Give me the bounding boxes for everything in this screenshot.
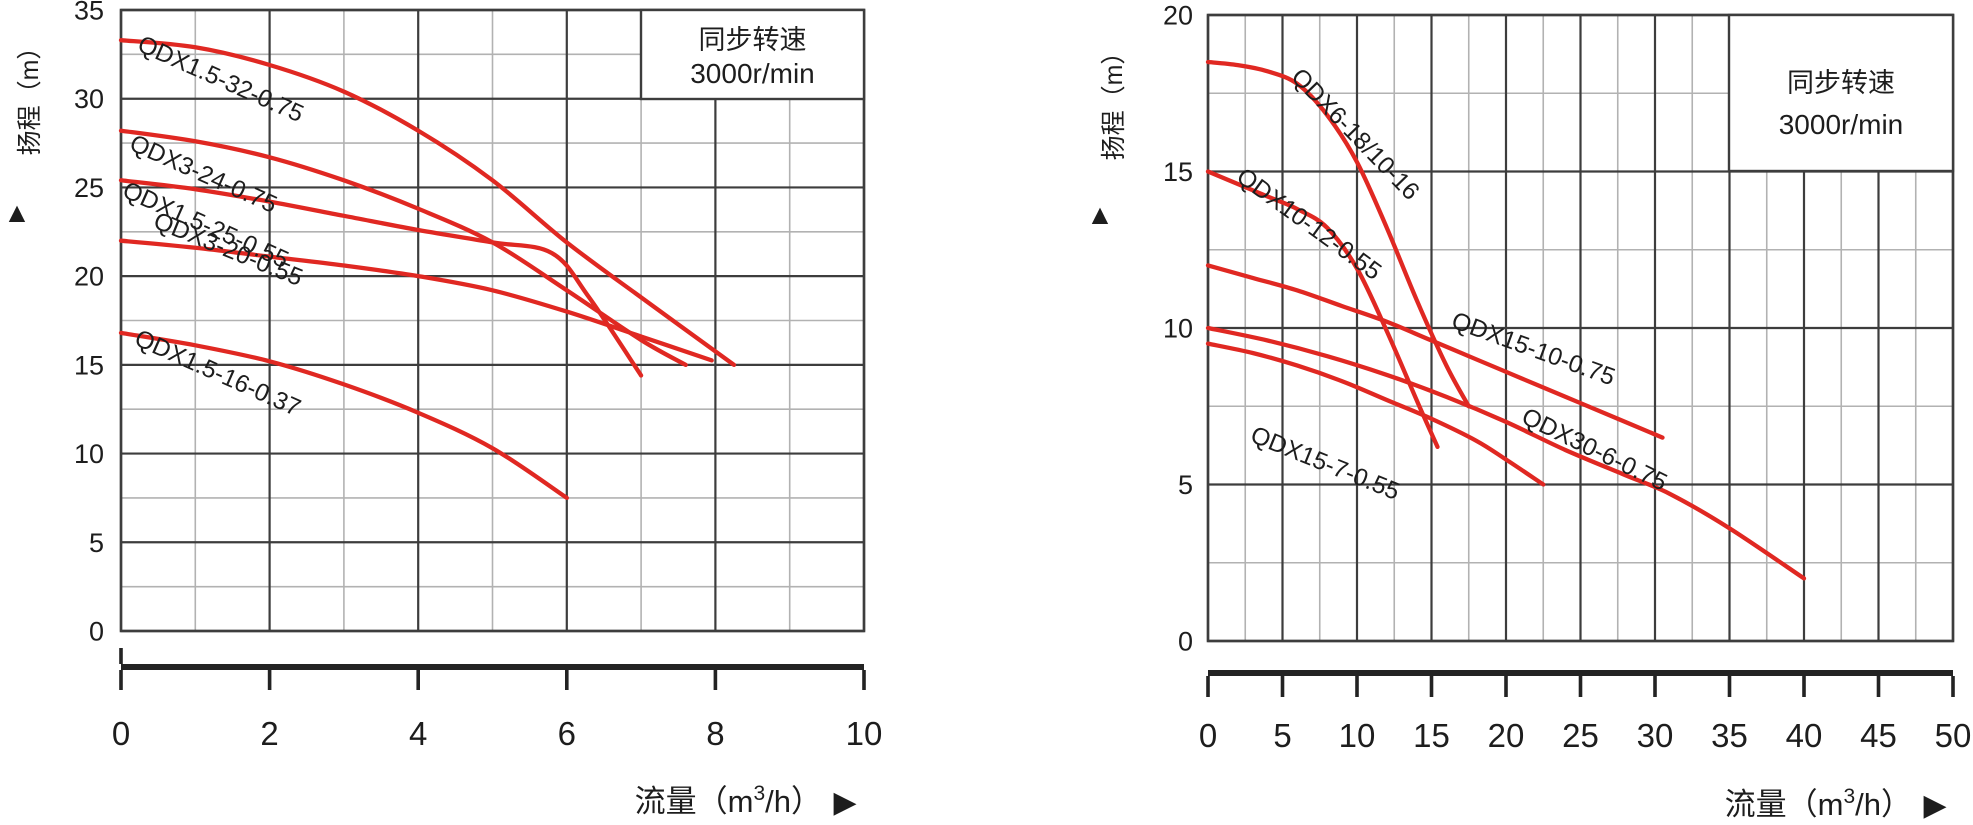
x-tick-label: 30 [1637, 717, 1674, 754]
curve-QDX1.5-25-0.55 [118, 178, 644, 378]
x-tick-label: 10 [1339, 717, 1376, 754]
x-tick [1429, 676, 1434, 697]
curve-QDX15-7-0.55 [1205, 341, 1546, 487]
minor-gridlines [121, 10, 864, 631]
x-tick [565, 670, 569, 690]
x-tick [1280, 676, 1285, 697]
x-axis-arrow-icon: ▶ [833, 786, 856, 819]
y-tick-label: 15 [1163, 157, 1193, 187]
x-tick-label: 0 [112, 715, 130, 752]
x-tick-label: 2 [260, 715, 278, 752]
plot-border [119, 8, 866, 633]
y-tick-label: 25 [74, 173, 104, 203]
speed-box-line2: 3000r/min [690, 58, 815, 89]
x-tick [1951, 676, 1955, 697]
x-tick-label: 25 [1562, 717, 1599, 754]
speed-box-line2: 3000r/min [1779, 109, 1904, 140]
x-axis: 0 5 10 15 20 25 30 35 40 45 50 [1199, 670, 1972, 754]
x-axis-title: 流量（m3/h） [1725, 785, 1912, 822]
x-tick-label: 10 [846, 715, 883, 752]
curve-label-QDX15-7-0.55: QDX15-7-0.55 [1247, 422, 1404, 506]
y-tick-label: 5 [89, 528, 104, 558]
x-tick [1206, 676, 1210, 697]
y-axis: 0 5 10 15 20 25 30 35 [74, 0, 104, 647]
y-tick-label: 35 [74, 0, 104, 26]
x-axis-arrow-icon: ▶ [1923, 789, 1946, 822]
x-tick-label: 6 [558, 715, 576, 752]
curve-QDX3-24-0.75 [118, 128, 688, 368]
y-tick-label: 10 [74, 439, 104, 469]
x-tick [267, 670, 272, 690]
y-tick-label: 5 [1178, 470, 1193, 500]
y-tick-label: 0 [89, 617, 104, 647]
y-tick-label: 20 [74, 262, 104, 292]
y-axis: 0 5 10 15 20 [1163, 1, 1193, 657]
y-axis-title: 扬程（m） [1100, 40, 1128, 161]
x-tick [713, 670, 718, 690]
x-tick-label: 20 [1488, 717, 1525, 754]
x-tick [1802, 676, 1806, 697]
y-axis-arrow-icon: ▲ [3, 197, 31, 228]
speed-box-line1: 同步转速 [1787, 68, 1895, 98]
x-tick-label: 15 [1413, 717, 1450, 754]
x-tick-label: 35 [1711, 717, 1748, 754]
y-tick-label: 30 [74, 84, 104, 114]
x-tick-label: 4 [409, 715, 427, 752]
curve-QDX15-10-0.75 [1205, 263, 1665, 440]
x-tick-label: 8 [706, 715, 724, 752]
pump-curves [118, 38, 737, 501]
y-tick-label: 10 [1163, 314, 1193, 344]
y-tick-label: 0 [1178, 627, 1193, 657]
x-axis-title: 流量（m3/h） [635, 782, 822, 819]
curve-QDX1.5-16-0.37 [118, 330, 569, 501]
x-tick [862, 670, 866, 690]
x-tick-label: 45 [1860, 717, 1897, 754]
x-tick [1355, 676, 1359, 697]
y-axis-title: 扬程（m） [16, 35, 44, 156]
x-axis: 0 2 4 6 8 10 [112, 648, 883, 752]
pump-curves [1205, 59, 1807, 581]
curve-QDX3-20-0.55 [118, 238, 714, 363]
y-tick-label: 15 [74, 350, 104, 380]
curve-QDX6-18/10-16 [1205, 59, 1471, 409]
x-tick [1653, 676, 1657, 697]
curve-label-QDX6-18/10-16: QDX6-18/10-16 [1286, 63, 1425, 205]
y-tick-label: 20 [1163, 1, 1193, 31]
x-tick-label: 40 [1786, 717, 1823, 754]
y-axis-arrow-icon: ▲ [1086, 199, 1114, 230]
curve-label-QDX10-12-0.55: QDX10-12-0.55 [1231, 163, 1386, 286]
x-tick [1727, 676, 1732, 697]
x-tick [1876, 676, 1881, 697]
x-tick [416, 670, 420, 690]
speed-box-line1: 同步转速 [699, 25, 807, 55]
x-tick-label: 0 [1199, 717, 1217, 754]
curve-label-QDX15-10-0.75: QDX15-10-0.75 [1448, 307, 1618, 391]
curve-QDX1.5-32-0.75 [118, 38, 737, 368]
x-tick-label: 5 [1273, 717, 1291, 754]
x-tick [119, 670, 123, 690]
speed-annotation-box: 同步转速 3000r/min [1727, 13, 1955, 173]
curve-QDX30-6-0.75 [1205, 325, 1807, 581]
x-tick [1578, 676, 1583, 697]
x-tick-label: 50 [1935, 717, 1972, 754]
x-tick [1504, 676, 1508, 697]
